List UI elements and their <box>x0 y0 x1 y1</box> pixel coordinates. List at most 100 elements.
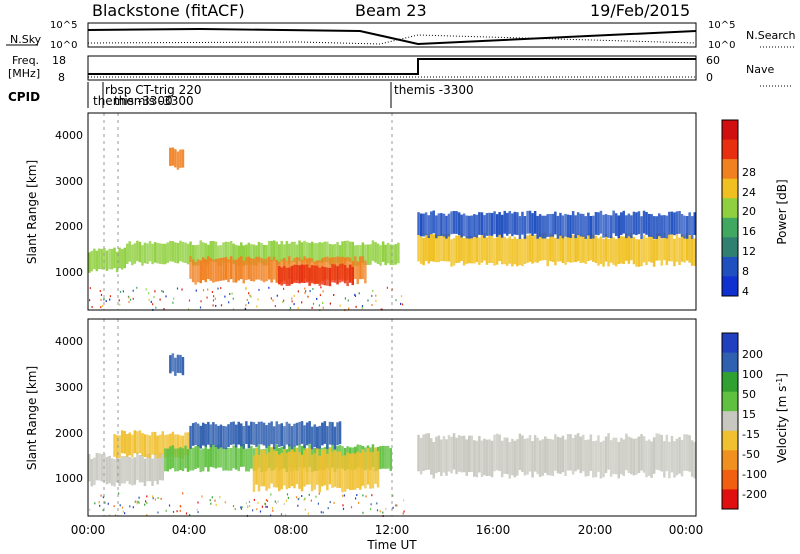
heatmap-cell <box>508 236 511 264</box>
heatmap-cell <box>237 257 240 281</box>
heatmap-speck <box>250 295 252 298</box>
heatmap-cell <box>351 453 354 490</box>
heatmap-cell <box>690 216 694 239</box>
heatmap-cell <box>462 435 466 473</box>
heatmap-cell <box>488 212 491 236</box>
heatmap-cell <box>693 441 696 479</box>
heatmap-cell <box>348 453 352 491</box>
heatmap-cell <box>614 437 618 475</box>
colorbar-swatch <box>722 450 738 471</box>
colorbar-swatch <box>722 469 738 490</box>
heatmap-cell <box>161 243 164 265</box>
heatmap-cell <box>571 211 575 234</box>
heatmap-cell <box>359 256 362 280</box>
heatmap-cell <box>675 438 679 476</box>
heatmap-speck <box>367 299 369 302</box>
heatmap-speck <box>185 512 188 515</box>
heatmap-cell <box>500 214 504 238</box>
heatmap-speck <box>215 503 217 506</box>
heatmap-cell <box>196 259 200 283</box>
heatmap-cell <box>582 213 585 237</box>
heatmap-cell <box>566 434 570 471</box>
heatmap-cell <box>592 234 595 262</box>
beam-title: Beam 23 <box>355 1 427 20</box>
heatmap-cell <box>582 434 585 472</box>
heatmap-cell <box>419 213 423 237</box>
heatmap-speck <box>209 499 211 502</box>
heatmap-cell <box>627 436 631 473</box>
heatmap-speck <box>162 290 164 293</box>
heatmap-cell <box>98 453 101 481</box>
heatmap-cell <box>199 240 202 261</box>
heatmap-cell <box>113 459 116 487</box>
heatmap-cell <box>293 264 296 283</box>
heatmap-cell <box>237 421 240 445</box>
heatmap-speck <box>121 506 124 509</box>
colorbar-frame <box>721 119 739 297</box>
heatmap-cell <box>262 259 266 283</box>
heatmap-cell <box>128 241 131 262</box>
heatmap-speck <box>258 288 260 291</box>
heatmap-cell <box>126 453 129 482</box>
heatmap-cell <box>647 213 651 237</box>
heatmap-speck <box>274 500 276 503</box>
heatmap-cell <box>678 211 681 234</box>
heatmap-cell <box>430 438 433 475</box>
heatmap-cell <box>328 244 332 265</box>
heatmap-cell <box>478 436 481 473</box>
heatmap-cell <box>685 434 689 471</box>
heatmap-cell <box>538 233 542 261</box>
heatmap-speck <box>259 510 262 513</box>
heatmap-cell <box>680 439 684 477</box>
heatmap-cell <box>592 215 595 239</box>
velocity-cbar-label-main: Velocity [m s <box>775 386 789 463</box>
heatmap-cell <box>392 244 395 266</box>
heatmap-cell <box>283 449 286 486</box>
power-ylabel: Slant Range [km] <box>25 160 39 264</box>
heatmap-cell <box>313 424 316 448</box>
heatmap-cell <box>447 213 451 237</box>
heatmap-cell <box>138 241 142 263</box>
heatmap-speck <box>165 295 167 298</box>
heatmap-cell <box>440 213 443 236</box>
heatmap-cell <box>612 237 615 265</box>
heatmap-cell <box>397 242 400 264</box>
heatmap-speck <box>179 509 181 512</box>
heatmap-speck <box>339 304 341 307</box>
heatmap-cell <box>364 260 367 284</box>
heatmap-cell <box>556 234 560 262</box>
heatmap-cell <box>303 240 306 262</box>
heatmap-cell <box>118 435 121 459</box>
heatmap-cell <box>227 242 230 263</box>
heatmap-cell <box>528 210 532 234</box>
power-cbar-tick-28: 28 <box>742 166 756 179</box>
heatmap-cell <box>665 215 669 239</box>
freq-label-1: Freq. <box>12 54 39 67</box>
heatmap-speck <box>249 505 251 507</box>
freq-tick-top: 18 <box>52 54 66 67</box>
heatmap-speck <box>214 499 216 502</box>
heatmap-cell <box>475 440 479 478</box>
heatmap-cell <box>478 212 481 235</box>
heatmap-cell <box>191 447 195 471</box>
heatmap-speck <box>128 301 130 304</box>
heatmap-cell <box>303 425 306 449</box>
heatmap-cell <box>554 434 557 471</box>
heatmap-cell <box>430 233 433 262</box>
heatmap-cell <box>219 424 223 448</box>
heatmap-cell <box>658 433 661 471</box>
heatmap-cell <box>655 216 658 239</box>
heatmap-cell <box>473 440 476 477</box>
xlabel: Time UT <box>366 538 417 552</box>
heatmap-cell <box>272 240 276 261</box>
freq-panel <box>87 55 697 81</box>
heatmap-speck <box>304 291 306 294</box>
heatmap-cell <box>574 234 577 263</box>
heatmap-cell <box>278 244 281 265</box>
heatmap-cell <box>275 260 278 283</box>
heatmap-cell <box>574 215 577 239</box>
heatmap-speck <box>301 495 303 497</box>
heatmap-cell <box>181 357 185 376</box>
heatmap-cell <box>460 214 463 238</box>
heatmap-cell <box>338 264 342 283</box>
